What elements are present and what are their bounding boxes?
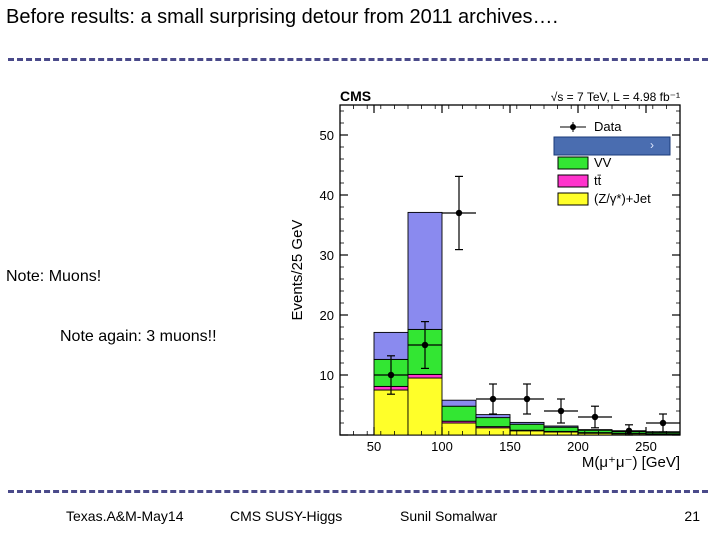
divider-top — [8, 58, 708, 61]
xtick-250: 250 — [635, 439, 657, 454]
ytick-10: 10 — [320, 368, 334, 383]
footer-topic: CMS SUSY-Higgs — [230, 508, 342, 524]
data-point — [660, 420, 666, 426]
data-point — [592, 414, 598, 420]
bar-other-bin4 — [476, 415, 510, 418]
legend-label: Data — [594, 119, 622, 134]
bar-zjet-bin5 — [510, 431, 544, 435]
xtick-200: 200 — [567, 439, 589, 454]
footer-page: 21 — [684, 508, 700, 524]
xtick-50: 50 — [367, 439, 381, 454]
footer-author: Sunil Somalwar — [400, 508, 497, 524]
legend-swatch — [558, 193, 588, 205]
data-point — [558, 408, 564, 414]
ytick-20: 20 — [320, 308, 334, 323]
y-axis-label: Events/25 GeV — [289, 220, 306, 321]
legend-label: VV — [594, 155, 612, 170]
data-point — [490, 396, 496, 402]
bar-zjet-bin1 — [374, 390, 408, 435]
bar-vv-bin3 — [442, 406, 476, 421]
data-point — [626, 428, 632, 434]
footer-venue: Texas.A&M-May14 — [66, 508, 183, 524]
bar-other-bin6 — [544, 426, 578, 427]
ytick-30: 30 — [320, 248, 334, 263]
data-point — [388, 372, 394, 378]
bar-other-bin7 — [578, 430, 612, 431]
data-point — [456, 210, 462, 216]
ytick-40: 40 — [320, 188, 334, 203]
plot-title-left: CMS — [340, 90, 371, 104]
bar-other-bin5 — [510, 422, 544, 424]
bar-vv-bin5 — [510, 424, 544, 430]
xtick-100: 100 — [431, 439, 453, 454]
bar-zjet-bin3 — [442, 423, 476, 435]
histogram-chart: 10 20 30 40 50 50 100 150 200 250 Events/25 GeV M(μ… — [280, 90, 700, 470]
legend-swatch — [558, 157, 588, 169]
bar-vv-bin4 — [476, 418, 510, 427]
legend-label: tt̄ — [594, 173, 602, 188]
bar-ttbar-bin2 — [408, 374, 442, 378]
data-point — [524, 396, 530, 402]
bar-zjet-bin2 — [408, 378, 442, 435]
x-axis-label: M(μ⁺μ⁻) [GeV] — [582, 454, 680, 470]
divider-bottom — [8, 490, 708, 493]
data-point — [422, 342, 428, 348]
bar-other-bin3 — [442, 400, 476, 406]
note-muons: Note: Muons! — [6, 268, 101, 286]
bar-zjet-bin6 — [544, 432, 578, 435]
plot-title-right: √s = 7 TeV, L = 4.98 fb⁻¹ — [551, 90, 680, 104]
note-3muons: Note again: 3 muons!! — [60, 328, 217, 346]
page-title: Before results: a small surprising detou… — [6, 6, 558, 29]
legend-swatch — [558, 175, 588, 187]
bar-vv-bin6 — [544, 427, 578, 431]
legend-label: (Z/γ*)+Jet — [594, 191, 651, 206]
ytick-50: 50 — [320, 128, 334, 143]
xtick-150: 150 — [499, 439, 521, 454]
svg-text:›: › — [650, 138, 654, 152]
bar-zjet-bin4 — [476, 428, 510, 435]
bar-other-bin2 — [408, 212, 442, 329]
